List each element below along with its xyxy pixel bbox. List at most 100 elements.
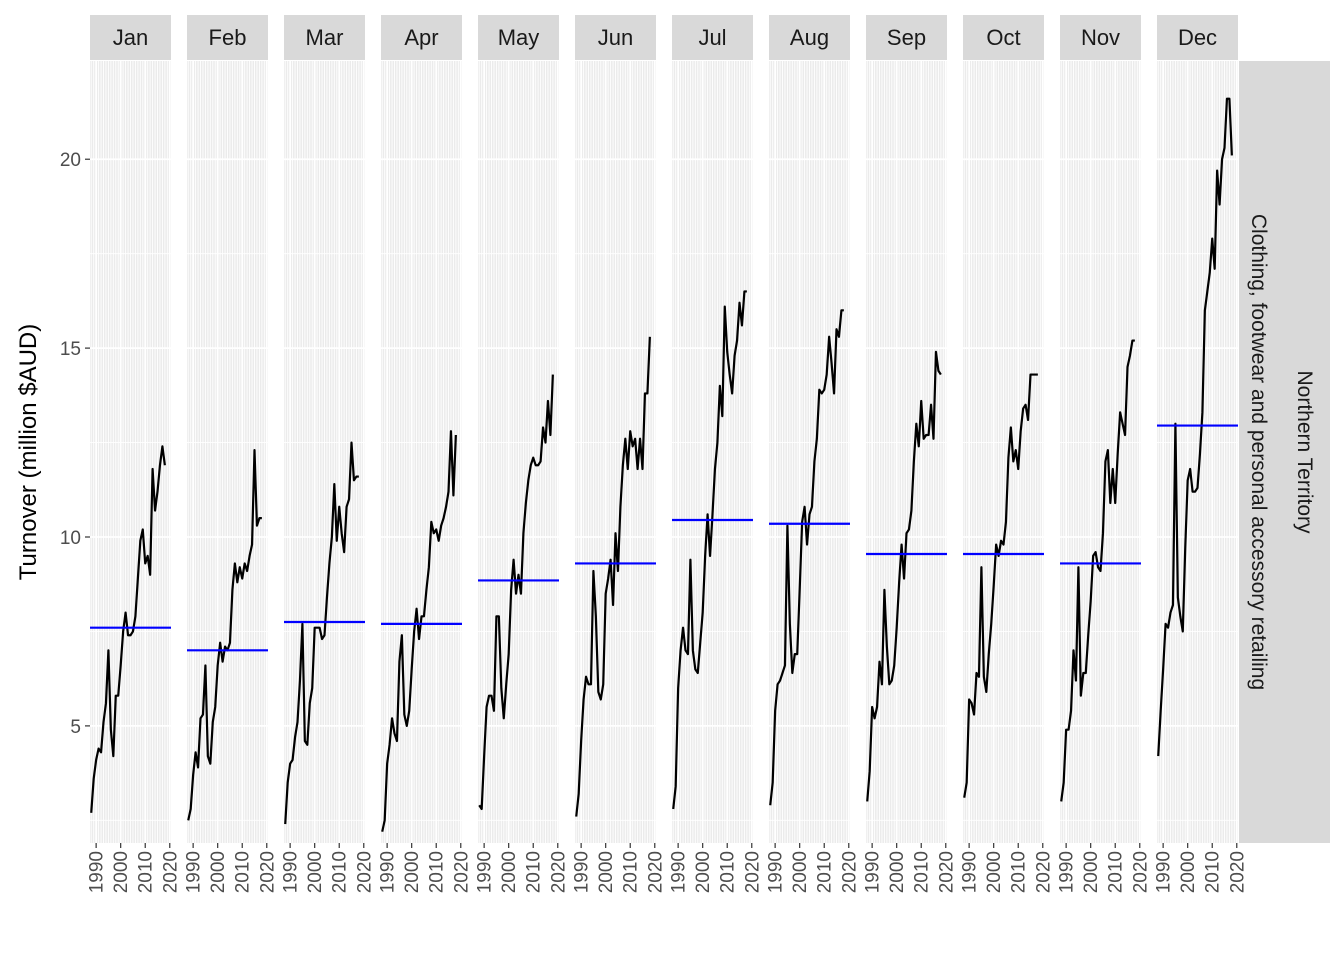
- strip-background: [1157, 15, 1238, 60]
- x-tick-label: 2010: [815, 851, 836, 893]
- series-line-feb: [187, 449, 262, 821]
- x-tick-label: 2020: [451, 851, 472, 893]
- x-tick-label: 1990: [669, 851, 690, 893]
- x-tick-label: 2000: [499, 851, 520, 893]
- facet-may: May 1990 2000 2010 2020: [475, 15, 569, 893]
- x-tick-label: 2010: [330, 851, 351, 893]
- x-tick-label: 2000: [693, 851, 714, 893]
- x-tick-label: 2000: [790, 851, 811, 893]
- x-tick-label: 2010: [1203, 851, 1224, 893]
- series-line-jul: [672, 290, 747, 810]
- x-tick-label: 2010: [912, 851, 933, 893]
- x-tick-label: 2000: [208, 851, 229, 893]
- x-tick-label: 2000: [305, 851, 326, 893]
- x-tick-label: 2020: [1227, 851, 1248, 893]
- x-tick-label: 2000: [402, 851, 423, 893]
- facet-feb: Feb 1990 2000 2010 2020: [184, 15, 278, 893]
- facet-jun: Jun 1990 2000 2010 2020: [572, 15, 666, 893]
- strip-background: [866, 15, 947, 60]
- y-axis-title: Turnover (million $AUD): [15, 324, 42, 581]
- strip-label-sep: Sep: [887, 25, 926, 50]
- strip-label-aug: Aug: [790, 25, 829, 50]
- x-tick-label: 2000: [887, 851, 908, 893]
- strip-label-dec: Dec: [1178, 25, 1217, 50]
- x-tick-label: 2020: [257, 851, 278, 893]
- x-tick-label: 2020: [354, 851, 375, 893]
- x-tick-label: 2010: [427, 851, 448, 893]
- x-tick-label: 2000: [984, 851, 1005, 893]
- strip-background: [672, 15, 753, 60]
- strip-background: [575, 15, 656, 60]
- x-tick-label: 2020: [839, 851, 860, 893]
- x-tick-label: 2010: [1009, 851, 1030, 893]
- strip-label-apr: Apr: [404, 25, 438, 50]
- x-tick-label: 1990: [475, 851, 496, 893]
- x-tick-label: 2020: [742, 851, 763, 893]
- strip-label-jul: Jul: [698, 25, 726, 50]
- right-strip-background: [1239, 61, 1330, 843]
- x-tick-label: 2000: [1178, 851, 1199, 893]
- series-line-mar: [284, 441, 359, 825]
- strip-background: [90, 15, 171, 60]
- x-tick-label: 2000: [596, 851, 617, 893]
- x-tick-label: 2010: [621, 851, 642, 893]
- right-strip-label-region: Northern Territory: [1293, 371, 1316, 534]
- x-tick-label: 1990: [87, 851, 108, 893]
- x-tick-label: 1990: [1154, 851, 1175, 893]
- facet-nov: Nov 1990 2000 2010 2020: [1057, 15, 1151, 893]
- series-line-sep: [866, 350, 942, 802]
- strip-label-mar: Mar: [306, 25, 344, 50]
- y-axis: 5 10 15 20: [60, 150, 90, 738]
- strip-background: [381, 15, 462, 60]
- x-tick-label: 2010: [1106, 851, 1127, 893]
- x-tick-label: 2010: [524, 851, 545, 893]
- facet-apr: Apr 1990 2000 2010 2020: [378, 15, 472, 893]
- facet-jul: Jul 1990 2000 2010 2020: [669, 15, 763, 893]
- strip-label-jan: Jan: [113, 25, 148, 50]
- x-tick-label: 1990: [1057, 851, 1078, 893]
- series-line-nov: [1060, 339, 1135, 802]
- x-tick-label: 2010: [136, 851, 157, 893]
- strip-label-nov: Nov: [1081, 25, 1120, 50]
- series-line-aug: [769, 309, 844, 806]
- strip-label-may: May: [498, 25, 540, 50]
- strip-label-jun: Jun: [598, 25, 633, 50]
- x-tick-label: 2020: [936, 851, 957, 893]
- y-tick-label: 15: [60, 339, 81, 360]
- x-tick-label: 2000: [1081, 851, 1102, 893]
- x-tick-label: 1990: [184, 851, 205, 893]
- strip-background: [478, 15, 559, 60]
- facet-jan: Jan 1990 2000 2010 2020: [87, 15, 181, 893]
- strip-background: [963, 15, 1044, 60]
- y-tick-label: 10: [60, 528, 81, 549]
- x-tick-label: 1990: [863, 851, 884, 893]
- series-line-may: [478, 374, 554, 811]
- y-tick-label: 20: [60, 150, 81, 171]
- strip-background: [769, 15, 850, 60]
- facet-dec: Dec 1990 2000 2010 2020: [1154, 15, 1248, 893]
- x-tick-label: 2010: [718, 851, 739, 893]
- series-line-dec: [1157, 97, 1233, 757]
- series-line-jan: [90, 445, 166, 813]
- x-tick-label: 2000: [111, 851, 132, 893]
- series-line-oct: [963, 373, 1038, 798]
- strip-background: [284, 15, 365, 60]
- x-tick-label: 2020: [548, 851, 569, 893]
- x-tick-label: 2010: [233, 851, 254, 893]
- x-tick-label: 2020: [1130, 851, 1151, 893]
- facet-oct: Oct 1990 2000 2010 2020: [960, 15, 1054, 893]
- x-tick-label: 1990: [281, 851, 302, 893]
- facet-aug: Aug 1990 2000 2010 2020: [766, 15, 860, 893]
- facet-sep: Sep 1990 2000 2010 2020: [863, 15, 957, 893]
- y-tick-label: 5: [70, 717, 81, 738]
- right-strip: Northern Territory Clothing, footwear an…: [1239, 61, 1330, 843]
- right-strip-label-series: Clothing, footwear and personal accessor…: [1247, 214, 1270, 690]
- strip-label-feb: Feb: [209, 25, 247, 50]
- x-tick-label: 1990: [960, 851, 981, 893]
- x-tick-label: 2020: [160, 851, 181, 893]
- facet-mar: Mar 1990 2000 2010 2020: [281, 15, 375, 893]
- x-tick-label: 2020: [1033, 851, 1054, 893]
- series-line-apr: [381, 430, 457, 832]
